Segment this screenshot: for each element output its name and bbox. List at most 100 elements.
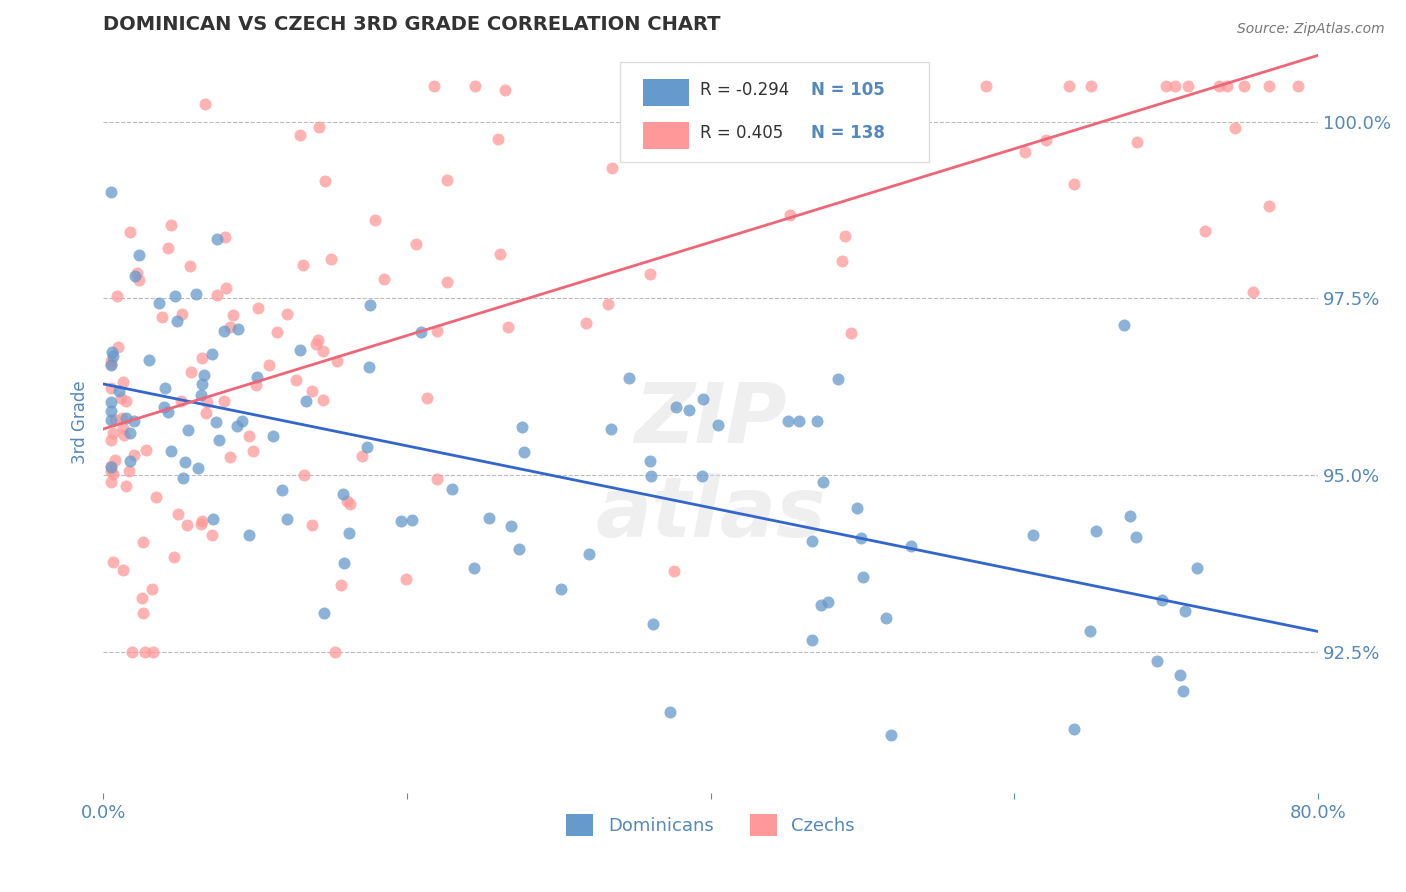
Point [463, 561, 485, 575]
Point [810, 599, 832, 613]
Point [100, 464, 122, 478]
Point [1174, 604, 1197, 618]
Point [212, 324, 235, 338]
Point [357, 360, 380, 375]
Point [193, 368, 215, 382]
Point [135, 443, 157, 458]
Point [208, 433, 231, 447]
Point [1112, 318, 1135, 332]
Point [107, 340, 129, 354]
Point [880, 79, 903, 94]
Point [150, 310, 173, 325]
Point [191, 377, 214, 392]
Point [699, 79, 721, 94]
Point [373, 272, 395, 286]
Point [1232, 79, 1254, 94]
Point [333, 556, 356, 570]
Point [295, 393, 318, 408]
Point [640, 469, 662, 483]
Point [496, 320, 519, 334]
Point [1126, 135, 1149, 149]
Point [839, 326, 862, 341]
Point [179, 259, 201, 273]
Point [104, 453, 127, 467]
Point [800, 632, 823, 647]
Point [187, 461, 209, 475]
Point [100, 186, 122, 200]
Text: R = -0.294: R = -0.294 [700, 81, 789, 99]
Text: N = 138: N = 138 [811, 124, 886, 142]
Point [177, 423, 200, 437]
Point [104, 412, 127, 426]
Point [276, 512, 298, 526]
Point [337, 525, 360, 540]
Point [214, 230, 236, 244]
Point [245, 378, 267, 392]
Point [128, 273, 150, 287]
Point [494, 83, 516, 97]
Point [100, 354, 122, 368]
Point [1225, 120, 1247, 135]
Point [575, 317, 598, 331]
Point [845, 501, 868, 516]
Point [312, 344, 335, 359]
Point [207, 288, 229, 302]
Point [1022, 528, 1045, 542]
Point [103, 554, 125, 568]
Point [120, 225, 142, 239]
Point [270, 483, 292, 497]
Point [219, 319, 242, 334]
Point [201, 512, 224, 526]
Point [100, 459, 122, 474]
Point [801, 534, 824, 549]
Point [1185, 561, 1208, 575]
Point [395, 573, 418, 587]
Point [901, 86, 924, 100]
Point [301, 384, 323, 399]
Point [866, 108, 889, 122]
Point [665, 145, 688, 160]
Point [1119, 509, 1142, 524]
Point [172, 471, 194, 485]
Point [110, 391, 132, 405]
Point [114, 411, 136, 425]
Point [170, 307, 193, 321]
Point [1208, 79, 1230, 94]
Point [1216, 79, 1239, 94]
Point [118, 464, 141, 478]
Point [191, 351, 214, 366]
Text: Source: ZipAtlas.com: Source: ZipAtlas.com [1237, 22, 1385, 37]
Point [638, 453, 661, 467]
Point [100, 404, 122, 418]
Point [1173, 684, 1195, 698]
Point [1154, 79, 1177, 94]
Y-axis label: 3rd Grade: 3rd Grade [72, 380, 89, 464]
Point [226, 322, 249, 336]
Point [226, 418, 249, 433]
Point [319, 252, 342, 267]
Point [426, 472, 449, 486]
Point [222, 308, 245, 322]
Point [195, 406, 218, 420]
Point [112, 427, 135, 442]
Point [246, 370, 269, 384]
Point [100, 358, 122, 372]
Point [167, 508, 190, 522]
Point [100, 413, 122, 427]
Point [190, 388, 212, 402]
Point [831, 253, 853, 268]
Point [1286, 79, 1309, 94]
Point [1080, 79, 1102, 94]
Point [508, 542, 530, 557]
Point [658, 706, 681, 720]
Point [1057, 79, 1080, 94]
Point [100, 394, 122, 409]
Point [191, 515, 214, 529]
Point [423, 79, 446, 94]
Point [105, 289, 128, 303]
Point [141, 582, 163, 597]
Point [405, 237, 427, 252]
Point [336, 493, 359, 508]
Point [101, 425, 124, 440]
Point [148, 296, 170, 310]
